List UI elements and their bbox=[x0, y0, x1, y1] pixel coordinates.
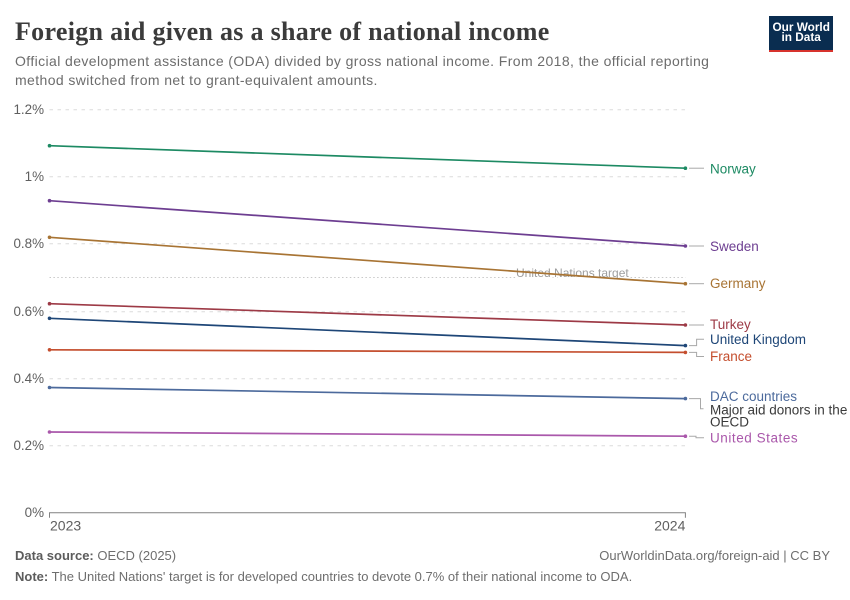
svg-text:United Kingdom: United Kingdom bbox=[710, 332, 806, 347]
svg-text:0.2%: 0.2% bbox=[13, 438, 44, 453]
svg-text:0.6%: 0.6% bbox=[13, 304, 44, 319]
svg-text:United States: United States bbox=[710, 430, 798, 445]
svg-text:1.2%: 1.2% bbox=[13, 102, 44, 117]
svg-text:Major aid donors in the: Major aid donors in the bbox=[710, 402, 847, 417]
svg-text:2023: 2023 bbox=[50, 517, 81, 533]
svg-text:Turkey: Turkey bbox=[710, 317, 751, 332]
svg-text:DAC countries: DAC countries bbox=[710, 389, 797, 404]
svg-text:2024: 2024 bbox=[654, 517, 685, 533]
svg-text:0.8%: 0.8% bbox=[13, 236, 44, 251]
svg-text:0.4%: 0.4% bbox=[13, 371, 44, 386]
svg-text:France: France bbox=[710, 349, 752, 364]
svg-text:Germany: Germany bbox=[710, 276, 766, 291]
svg-text:0%: 0% bbox=[25, 505, 44, 520]
svg-text:1%: 1% bbox=[25, 169, 44, 184]
svg-text:United Nations target: United Nations target bbox=[516, 266, 629, 280]
svg-text:OECD: OECD bbox=[710, 415, 749, 430]
svg-text:Norway: Norway bbox=[710, 162, 756, 177]
svg-text:Sweden: Sweden bbox=[710, 239, 759, 254]
